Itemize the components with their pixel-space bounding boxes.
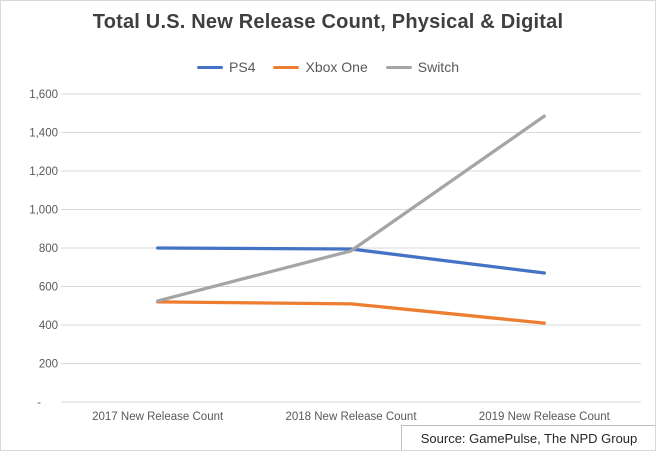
y-tick-label: 800 [39,243,58,255]
legend-item-xbox-one: Xbox One [273,59,368,75]
x-tick-label: 2017 New Release Count [92,411,224,423]
y-tick-label: - [37,397,41,409]
legend-label-switch: Switch [417,59,459,75]
legend-line-swatch-switch [385,65,412,69]
legend-line-swatch-ps4 [197,65,224,69]
y-tick-label: 1,000 [29,205,58,217]
legend-item-ps4: PS4 [197,59,255,75]
legend-label-ps4: PS4 [229,59,256,75]
series-line-switch [156,114,546,303]
x-tick-label: 2018 New Release Count [285,411,417,423]
y-tick-label: 1,200 [29,166,58,178]
y-tick-label: 400 [39,320,58,332]
legend-line-swatch-xbox-one [273,65,300,69]
series-line-xbox-one [156,300,546,325]
y-tick-label: 200 [39,359,58,371]
legend-label-xbox-one: Xbox One [305,59,368,75]
y-tick-label: 1,600 [29,89,58,101]
legend: PS4 Xbox One Switch [1,59,655,75]
chart-title: Total U.S. New Release Count, Physical &… [92,11,564,33]
y-tick-label: 1,400 [29,128,58,140]
source-note: Source: GamePulse, The NPD Group [401,425,655,450]
y-tick-label: 600 [39,282,58,294]
x-tick-label: 2019 New Release Count [479,411,611,423]
legend-item-switch: Switch [385,59,459,75]
